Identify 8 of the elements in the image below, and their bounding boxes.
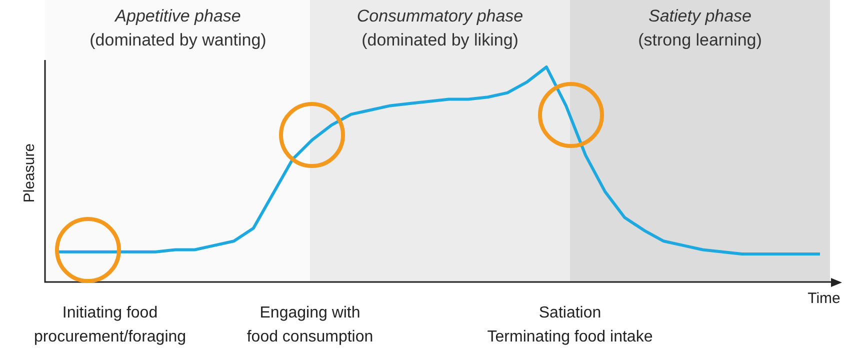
y-axis-title: Pleasure bbox=[21, 143, 38, 203]
text: Initiating food procurement/foraging bbox=[34, 304, 186, 346]
text: Consummatory phase (dominated by liking) bbox=[356, 6, 524, 50]
text: Engaging with food consumption bbox=[246, 304, 374, 346]
x-axis-title: Time bbox=[808, 290, 840, 308]
text: Appetitive phase (dominated by wanting) bbox=[90, 6, 266, 50]
text: Satiation Terminating food intake bbox=[487, 304, 653, 346]
text: Satiety phase (strong learning) bbox=[638, 6, 762, 50]
